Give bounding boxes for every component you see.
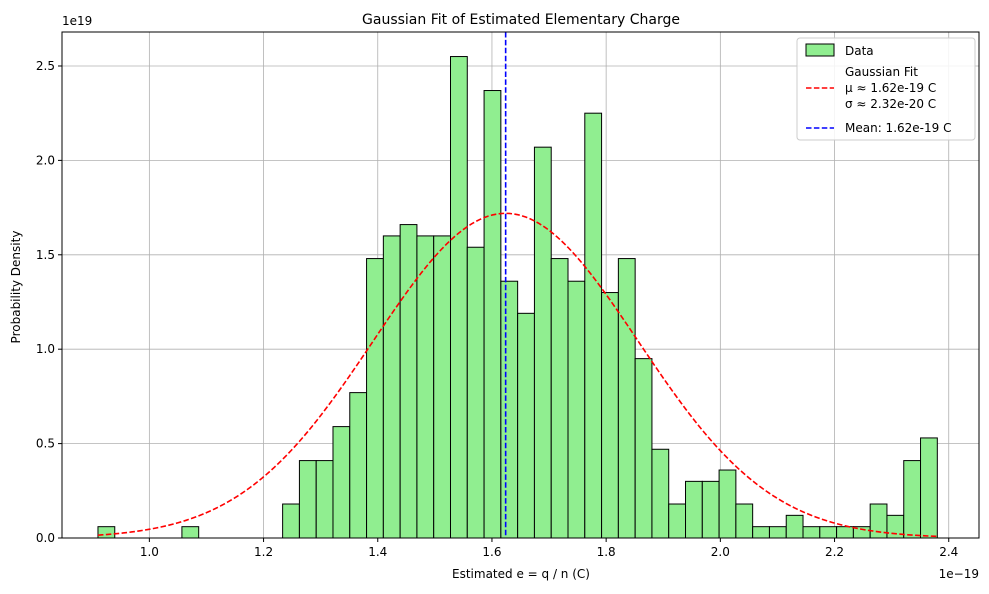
x-tick-label: 1.2 — [254, 545, 273, 559]
histogram-bar — [819, 526, 838, 539]
histogram-bar — [584, 112, 603, 539]
y-tick-label: 2.0 — [36, 153, 55, 167]
histogram-bar — [433, 235, 451, 539]
histogram-bar — [282, 503, 300, 539]
x-tick-label: 1.8 — [597, 545, 616, 559]
chart-title: Gaussian Fit of Estimated Elementary Cha… — [362, 12, 680, 28]
y-tick-label: 0.5 — [36, 437, 55, 451]
histogram-bar — [466, 246, 485, 539]
x-tick-label: 2.2 — [825, 545, 844, 559]
histogram-bar — [181, 526, 200, 539]
legend-fit-label-line3: σ ≈ 2.32e-20 C — [845, 97, 936, 111]
legend-data-label: Data — [845, 44, 874, 58]
histogram-bar — [298, 460, 317, 539]
y-tick-label: 1.5 — [36, 248, 55, 262]
histogram-bar — [315, 460, 334, 539]
histogram-bar — [768, 526, 787, 539]
plot-frame — [61, 31, 980, 539]
histogram-bar — [920, 437, 938, 539]
histogram-bar — [668, 503, 687, 539]
legend-fit-label-line1: Gaussian Fit — [845, 65, 918, 79]
histogram-bar — [651, 448, 670, 539]
gaussian-fit-curve — [97, 212, 938, 538]
legend-fit-label-line2: μ ≈ 1.62e-19 C — [845, 81, 936, 95]
x-offset-label: 1e−19 — [939, 567, 979, 581]
legend-frame — [796, 37, 976, 141]
histogram-bar — [735, 503, 754, 539]
histogram-bar — [634, 358, 653, 539]
histogram-bar — [617, 258, 636, 539]
x-tick-label: 2.4 — [939, 545, 958, 559]
y-tick-label: 0.0 — [36, 531, 55, 545]
histogram-bar — [332, 426, 351, 539]
legend-mean-label: Mean: 1.62e-19 C — [845, 121, 951, 135]
histogram-bar — [836, 526, 854, 539]
histogram-bar — [550, 258, 569, 539]
y-offset-label: 1e19 — [62, 14, 92, 28]
histogram-bar — [903, 460, 922, 539]
y-tick-label: 1.0 — [36, 342, 55, 356]
y-tick-label: 2.5 — [36, 59, 55, 73]
histogram-bar — [701, 480, 720, 539]
histogram-bar — [416, 235, 435, 539]
histogram-bar — [483, 90, 502, 539]
histogram-bar — [685, 480, 703, 539]
histogram-bar — [349, 392, 368, 539]
histogram-bar — [399, 224, 418, 539]
histogram-bar — [97, 526, 116, 539]
legend: Data Gaussian Fit μ ≈ 1.62e-19 C σ ≈ 2.3… — [796, 37, 976, 141]
x-tick-label: 2.0 — [711, 545, 730, 559]
histogram-bar — [785, 514, 804, 539]
histogram-bar — [517, 312, 535, 539]
histogram-bar — [533, 146, 552, 539]
axes-layer: 1.0 1.2 1.4 1.6 1.8 2.0 2.2 2.4 0.0 0.5 1.0 1.5 2.0 2… — [36, 31, 980, 559]
histogram-bar — [500, 280, 519, 539]
histogram-bar — [718, 469, 737, 539]
histogram-bar — [449, 56, 468, 539]
histogram-bar — [366, 258, 384, 539]
histogram-bar — [382, 235, 401, 539]
x-tick-label: 1.4 — [368, 545, 387, 559]
histogram-bar — [567, 280, 586, 539]
y-axis-label: Probability Density — [9, 231, 23, 344]
legend-data-swatch — [805, 43, 835, 57]
x-tick-label: 1.6 — [482, 545, 501, 559]
gaussian-fit-layer — [97, 32, 938, 538]
histogram-bars — [97, 56, 938, 539]
histogram-bar — [802, 526, 821, 539]
histogram-bar — [752, 526, 770, 539]
histogram-bar — [601, 292, 619, 539]
x-axis-label: Estimated e = q / n (C) — [452, 567, 590, 581]
x-tick-label: 1.0 — [140, 545, 159, 559]
